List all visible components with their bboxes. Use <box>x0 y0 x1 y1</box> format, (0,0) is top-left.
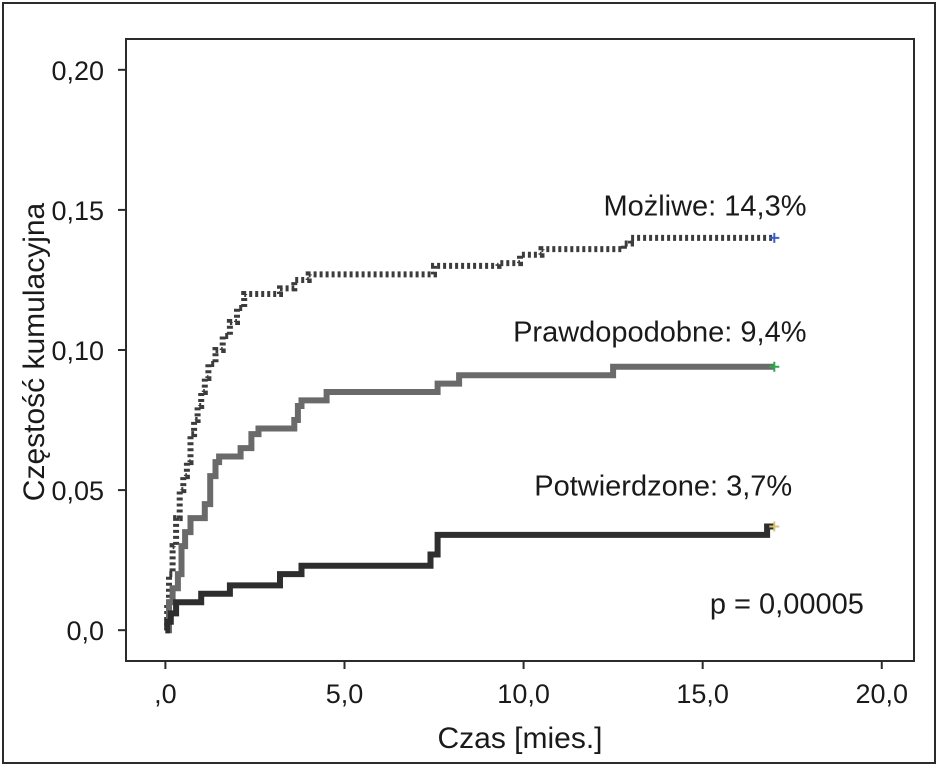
x-tick-label-4: 20,0 <box>855 679 908 709</box>
x-axis-title: Czas [mies.] <box>437 722 602 755</box>
y-tick-label-4: 0,20 <box>51 56 104 86</box>
y-tick-label-3: 0,15 <box>51 196 104 226</box>
y-tick-label-1: 0,05 <box>51 476 104 506</box>
censor-mark-probable <box>769 361 780 372</box>
y-axis: 0,0 0,05 0,10 0,15 0,20 <box>51 56 126 646</box>
censor-mark-possible <box>769 232 780 243</box>
y-axis-title: Częstość kumulacyjna <box>18 202 51 501</box>
series-line-probable <box>165 363 775 634</box>
series-line-confirmed <box>164 523 775 634</box>
series-label-confirmed: Potwierdzone: 3,7% <box>534 471 792 503</box>
x-tick-label-2: 10,0 <box>497 679 550 709</box>
x-tick-label-1: 5,0 <box>326 679 364 709</box>
y-tick-label-0: 0,0 <box>66 616 104 646</box>
x-tick-label-0: ,0 <box>154 679 177 709</box>
series-line-possible <box>164 234 775 634</box>
p-value-annotation: p = 0,00005 <box>710 588 864 620</box>
curves-layer <box>164 232 780 634</box>
y-tick-label-2: 0,10 <box>51 336 104 366</box>
x-axis: ,0 5,0 10,0 15,0 20,0 <box>154 661 908 709</box>
series-labels: Możliwe: 14,3% Prawdopodobne: 9,4% Potwier… <box>513 191 864 621</box>
x-tick-label-3: 15,0 <box>676 679 729 709</box>
series-label-probable: Prawdopodobne: 9,4% <box>513 317 806 349</box>
censor-mark-confirmed <box>769 521 780 532</box>
series-label-possible: Możliwe: 14,3% <box>603 191 806 223</box>
plot-area <box>125 38 915 662</box>
